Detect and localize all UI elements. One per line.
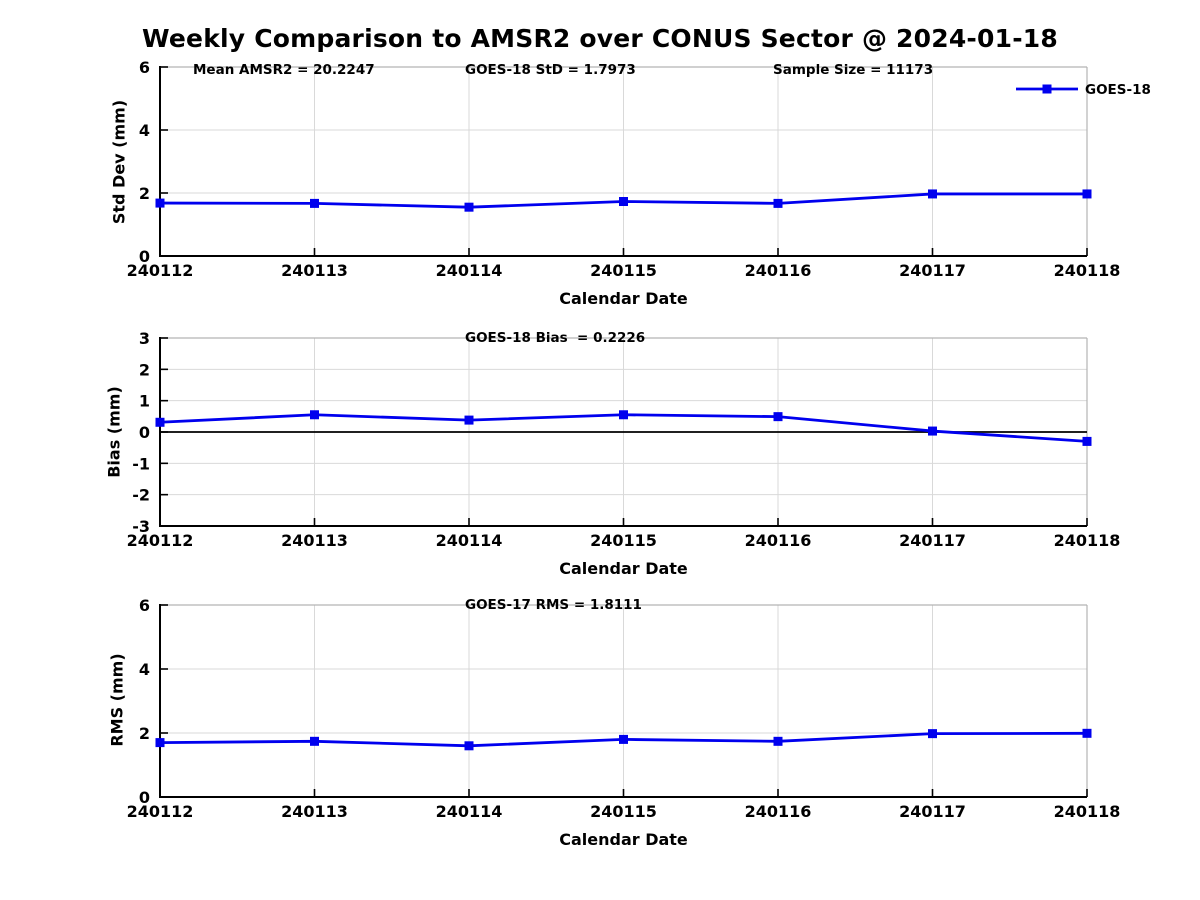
figure-title: Weekly Comparison to AMSR2 over CONUS Se… bbox=[142, 24, 1058, 53]
data-point-marker bbox=[1082, 436, 1092, 446]
x-tick-label: 240116 bbox=[745, 531, 812, 550]
data-point-marker bbox=[310, 410, 319, 420]
annotation-text: GOES-18 StD = 1.7973 bbox=[465, 62, 636, 78]
y-tick-label: 2 bbox=[139, 724, 150, 743]
x-tick-label: 240115 bbox=[590, 261, 657, 280]
rms-chart: 240112 240113 240114 240115 240116 240117 2401… bbox=[127, 596, 1121, 849]
data-point-marker bbox=[619, 197, 628, 207]
x-tick-label: 240112 bbox=[127, 802, 194, 821]
data-point-marker bbox=[928, 189, 937, 199]
y-tick-label: 6 bbox=[139, 596, 150, 615]
x-tick-label: 240113 bbox=[281, 261, 348, 280]
annotation-text: GOES-17 RMS = 1.8111 bbox=[465, 597, 642, 613]
x-axis-title: Calendar Date bbox=[559, 830, 688, 849]
data-point-marker bbox=[1082, 189, 1092, 199]
data-point-marker bbox=[773, 198, 783, 208]
x-tick-label: 240114 bbox=[436, 802, 503, 821]
y-tick-label: 1 bbox=[139, 392, 150, 411]
data-point-marker bbox=[155, 738, 165, 748]
std-dev-chart: 240112 240113 240114 240115 240116 240117 2401… bbox=[127, 58, 1151, 308]
y-tick-label: 0 bbox=[139, 247, 150, 266]
legend-label: GOES-18 bbox=[1085, 82, 1151, 98]
y-tick-label: 2 bbox=[139, 184, 150, 203]
x-tick-label: 240115 bbox=[590, 531, 657, 550]
data-point-marker bbox=[464, 741, 474, 751]
data-point-marker bbox=[773, 412, 783, 422]
x-tick-label: 240114 bbox=[436, 531, 503, 550]
x-tick-label: 240114 bbox=[436, 261, 503, 280]
x-tick-label: 240113 bbox=[281, 802, 348, 821]
y-tick-label: -1 bbox=[132, 454, 150, 473]
y-tick-label: 0 bbox=[139, 423, 150, 442]
annotation-text: Sample Size = 11173 bbox=[773, 62, 933, 78]
x-axis-title: Calendar Date bbox=[559, 559, 688, 578]
x-tick-label: 240112 bbox=[127, 531, 194, 550]
data-point-marker bbox=[155, 417, 165, 427]
data-point-marker bbox=[619, 410, 628, 420]
x-tick-label: 240116 bbox=[745, 802, 812, 821]
data-point-marker bbox=[928, 729, 937, 739]
x-tick-label: 240118 bbox=[1054, 802, 1121, 821]
x-tick-label: 240118 bbox=[1054, 531, 1121, 550]
annotation-text: GOES-18 Bias = 0.2226 bbox=[465, 330, 645, 346]
x-tick-label: 240116 bbox=[745, 261, 812, 280]
x-tick-label: 240117 bbox=[899, 531, 966, 550]
data-point-marker bbox=[928, 426, 937, 436]
data-point-marker bbox=[310, 198, 319, 208]
y-tick-label: 0 bbox=[139, 788, 150, 807]
x-tick-label: 240112 bbox=[127, 261, 194, 280]
x-tick-label: 240113 bbox=[281, 531, 348, 550]
data-point-marker bbox=[619, 734, 628, 744]
legend-marker bbox=[1042, 84, 1052, 94]
data-point-marker bbox=[310, 736, 319, 746]
data-point-marker bbox=[773, 736, 783, 746]
y-tick-label: 2 bbox=[139, 360, 150, 379]
y-tick-label: -2 bbox=[132, 486, 150, 505]
y-tick-label: 3 bbox=[139, 329, 150, 348]
y-tick-label: 6 bbox=[139, 58, 150, 77]
y-tick-label: 4 bbox=[139, 121, 150, 140]
data-point-marker bbox=[464, 415, 474, 425]
y-tick-label: -3 bbox=[132, 517, 150, 536]
x-tick-label: 240118 bbox=[1054, 261, 1121, 280]
data-point-marker bbox=[155, 198, 165, 208]
data-point-marker bbox=[1082, 728, 1092, 738]
data-point-marker bbox=[464, 202, 474, 212]
x-axis-title: Calendar Date bbox=[559, 289, 688, 308]
bias-chart: 240112 240113 240114 240115 240116 240117 2401… bbox=[127, 329, 1121, 578]
y-tick-label: 4 bbox=[139, 660, 150, 679]
annotation-text: Mean AMSR2 = 20.2247 bbox=[193, 62, 375, 78]
x-tick-label: 240115 bbox=[590, 802, 657, 821]
x-tick-label: 240117 bbox=[899, 802, 966, 821]
x-tick-label: 240117 bbox=[899, 261, 966, 280]
